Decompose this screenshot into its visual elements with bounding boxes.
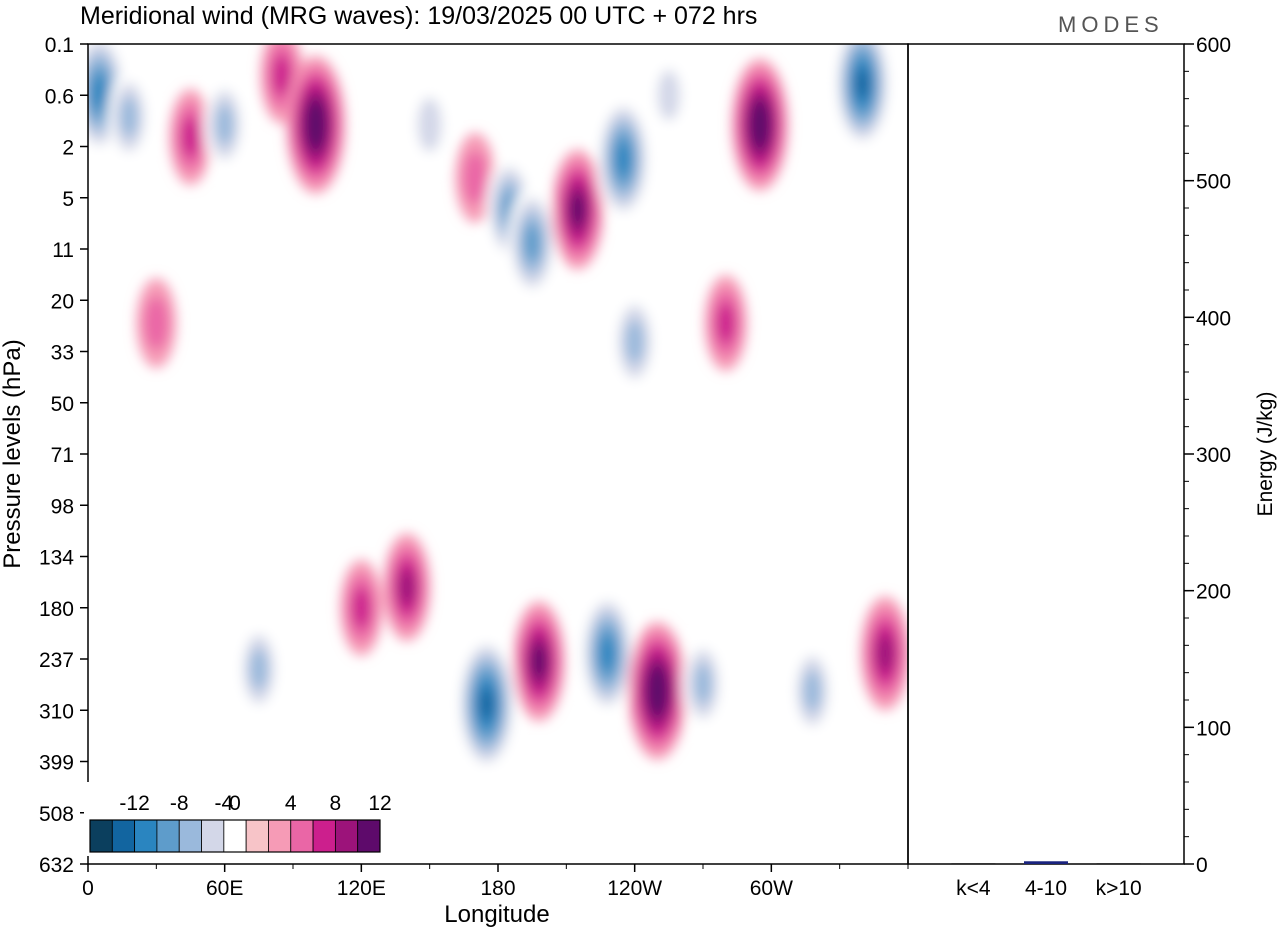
energy-tick-label: 600 <box>1196 34 1231 57</box>
wind-contour-0-4 <box>91 75 107 110</box>
longitude-axis: 0 60E 120E 180 120W 60W <box>82 864 909 900</box>
energy-tick-label: 0 <box>1196 854 1208 877</box>
wind-contour-25-2 <box>352 587 371 629</box>
energy-panel-frame <box>907 43 1185 865</box>
x-axis-label: Longitude <box>444 901 549 928</box>
wind-contour-9-3 <box>523 223 541 262</box>
energy-bar-1 <box>1024 861 1068 864</box>
energy-tick-label: 300 <box>1196 444 1231 467</box>
y-tick-label: 508 <box>39 803 74 826</box>
y-tick-label: 20 <box>51 290 74 313</box>
y-tick-label: 33 <box>51 342 74 365</box>
modes-logo: MODES <box>1058 12 1164 37</box>
colorbar-label: 4 <box>285 792 297 815</box>
energy-axis-label: Energy (J/kg) <box>1254 392 1277 517</box>
wind-contour-18-5 <box>479 688 494 720</box>
wind-contour-13-5 <box>753 109 767 140</box>
y-tick-label: 399 <box>39 752 74 775</box>
colorbar-swatch <box>268 819 292 853</box>
wind-contour-5-5 <box>308 108 323 141</box>
x-tick-label: 120W <box>607 877 662 900</box>
x-tick-label: 60E <box>206 877 243 900</box>
colorbar: -12 -8 -40 4 8 12 <box>84 782 392 856</box>
y-tick-label: 632 <box>39 854 74 877</box>
y-tick-label: 71 <box>51 444 74 467</box>
y-tick-label: 310 <box>39 700 74 723</box>
wind-contour-21-5 <box>650 674 665 707</box>
wind-contour-10-4 <box>570 193 585 226</box>
wind-contour-20-4 <box>599 636 615 671</box>
x-tick-label: 180 <box>480 877 515 900</box>
colorbar-label: 0 <box>229 792 241 815</box>
energy-bar-0 <box>951 863 996 864</box>
wind-contour-26-2 <box>249 648 268 690</box>
colorbar-swatch <box>245 819 269 853</box>
wind-contour-12-1 <box>657 70 681 121</box>
energy-tick-label: 100 <box>1196 717 1231 740</box>
colorbar-swatch <box>134 819 158 853</box>
wind-contour-11-4 <box>615 141 631 177</box>
heatmap-field <box>88 44 908 773</box>
wind-contour-2-2 <box>181 116 200 158</box>
wind-contour-7-1 <box>463 150 488 205</box>
energy-bars: k<4 4-10 k>10 <box>951 861 1142 900</box>
wind-contour-6-1 <box>417 97 442 152</box>
chart-title: Meridional wind (MRG waves): 19/03/2025 … <box>80 2 757 30</box>
colorbar-swatch <box>89 819 113 853</box>
wind-contour-24-3 <box>399 569 415 606</box>
colorbar-swatch <box>223 819 247 853</box>
y-tick-label: 237 <box>39 649 74 672</box>
wind-contour-23-3 <box>876 634 894 673</box>
y-tick-label: 98 <box>51 495 74 518</box>
colorbar-swatch <box>178 819 202 853</box>
colorbar-label: 8 <box>330 792 342 815</box>
y-tick-label: 0.6 <box>45 85 74 108</box>
x-tick-label: 0 <box>82 877 94 900</box>
colorbar-swatch <box>357 819 381 853</box>
y-tick-label: 11 <box>52 239 74 262</box>
x-tick-label: 120E <box>337 877 386 900</box>
colorbar-swatch <box>290 819 314 853</box>
y-tick-label: 50 <box>51 393 74 416</box>
colorbar-swatch <box>201 819 225 853</box>
y-tick-label: 180 <box>39 598 74 621</box>
pressure-axis: 0.1 0.6 2 5 11 20 33 50 71 98 134 180 237 310 399 508 63… <box>39 34 88 877</box>
energy-tick-label: 500 <box>1196 171 1231 194</box>
wind-contour-3-2 <box>215 104 234 146</box>
colorbar-label: -4 <box>215 792 234 815</box>
energy-category-label: 4-10 <box>1025 877 1067 900</box>
wind-contour-17-2 <box>716 302 735 344</box>
y-axis-label: Pressure levels (hPa) <box>0 339 26 568</box>
wind-contour-1-2 <box>119 96 139 138</box>
wind-contour-14-5 <box>855 68 869 99</box>
colorbar-label: -8 <box>170 792 189 815</box>
energy-category-label: k<4 <box>956 877 991 900</box>
wind-contour-22-2 <box>693 663 713 705</box>
colorbar-swatch <box>312 819 336 853</box>
energy-category-label: k>10 <box>1096 877 1142 900</box>
energy-axis: 0 100 200 300 400 500 600 <box>1184 34 1231 877</box>
colorbar-swatch <box>156 819 180 853</box>
colorbar-label: -12 <box>119 792 149 815</box>
wind-contour-15-1 <box>144 296 169 351</box>
y-tick-label: 2 <box>62 137 74 160</box>
colorbar-swatch <box>334 819 359 853</box>
colorbar-swatch <box>111 819 136 853</box>
colorbar-label: 12 <box>368 792 391 815</box>
x-tick-label: 60W <box>750 877 793 900</box>
wind-contour-16-2 <box>625 319 645 364</box>
colorbar-border <box>89 819 381 853</box>
wind-contour-19-4 <box>531 645 547 678</box>
y-tick-label: 5 <box>62 188 74 211</box>
energy-tick-label: 200 <box>1196 581 1231 604</box>
energy-tick-label: 400 <box>1196 307 1231 330</box>
energy-bar-2 <box>1096 863 1141 864</box>
y-tick-label: 0.1 <box>45 34 74 57</box>
wind-contour-27-2 <box>803 670 822 712</box>
wind-contour-4-2 <box>272 54 291 96</box>
y-tick-label: 134 <box>39 547 74 570</box>
